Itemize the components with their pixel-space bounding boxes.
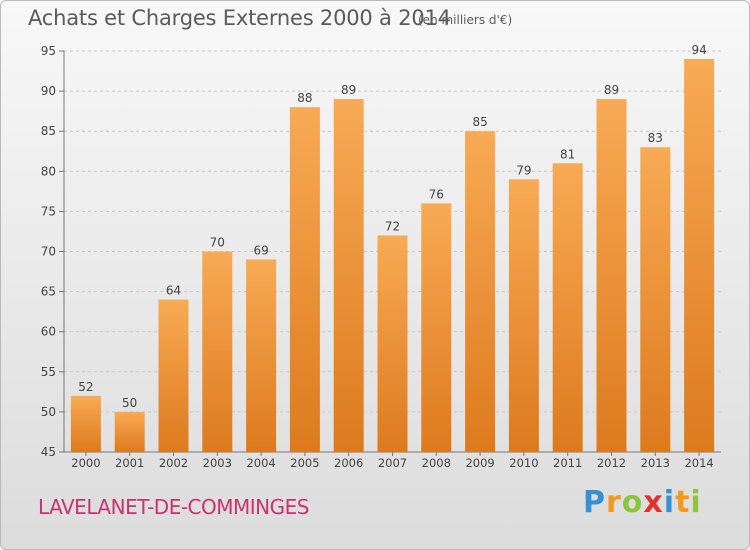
y-tick-label: 45	[41, 445, 56, 459]
chart-title: Achats et Charges Externes 2000 à 2014	[28, 6, 451, 30]
bar	[246, 259, 277, 452]
logo-letter: r	[606, 485, 622, 520]
data-label: 79	[516, 163, 531, 177]
bar	[377, 235, 408, 452]
bar	[289, 107, 320, 452]
x-tick-label: 2000	[71, 456, 100, 470]
y-tick-label: 50	[41, 405, 56, 419]
bar	[421, 203, 452, 452]
proxiti-logo: Proxiti	[583, 485, 702, 520]
x-tick-label: 2003	[203, 456, 232, 470]
bar	[640, 147, 671, 453]
x-tick-label: 2007	[378, 456, 407, 470]
data-label: 69	[253, 244, 268, 258]
x-tick-label: 2002	[159, 456, 188, 470]
x-tick-label: 2011	[553, 456, 582, 470]
data-label: 76	[429, 187, 444, 201]
logo-letter: o	[621, 485, 644, 520]
y-tick-label: 80	[41, 164, 56, 178]
bar	[70, 395, 101, 452]
commune-name: LAVELANET-DE-COMMINGES	[38, 495, 309, 519]
x-tick-label: 2009	[465, 456, 494, 470]
x-tick-label: 2012	[597, 456, 626, 470]
bar	[465, 131, 496, 452]
data-label: 70	[210, 236, 225, 250]
logo-letter: i	[663, 485, 676, 520]
x-tick-label: 2008	[422, 456, 451, 470]
bar	[114, 411, 145, 452]
bar	[684, 59, 715, 453]
y-tick-label: 95	[41, 44, 56, 58]
x-tick-label: 2001	[115, 456, 144, 470]
data-label: 50	[122, 396, 137, 410]
x-tick-label: 2013	[641, 456, 670, 470]
bar	[202, 251, 233, 452]
y-tick-label: 60	[41, 325, 56, 339]
x-tick-label: 2010	[509, 456, 538, 470]
bar	[552, 163, 583, 452]
y-tick-label: 75	[41, 204, 56, 218]
logo-letter: x	[643, 485, 664, 520]
x-tick-label: 2005	[290, 456, 319, 470]
bar	[333, 99, 364, 453]
y-tick-label: 85	[41, 124, 56, 138]
data-label: 83	[648, 131, 663, 145]
data-label: 52	[78, 380, 93, 394]
x-tick-label: 2014	[684, 456, 713, 470]
bar	[596, 99, 627, 453]
bar	[508, 179, 539, 452]
chart-subtitle: (en milliers d'€)	[418, 13, 513, 27]
y-tick-label: 90	[41, 84, 56, 98]
data-label: 64	[166, 284, 181, 298]
data-label: 94	[691, 43, 706, 57]
x-tick-label: 2004	[246, 456, 275, 470]
data-label: 89	[604, 83, 619, 97]
y-tick-label: 65	[41, 285, 56, 299]
data-label: 85	[472, 115, 487, 129]
data-label: 81	[560, 147, 575, 161]
logo-letter: t	[675, 485, 691, 520]
data-label: 72	[385, 219, 400, 233]
x-tick-label: 2006	[334, 456, 363, 470]
y-tick-label: 55	[41, 365, 56, 379]
logo-letter: i	[690, 485, 702, 520]
logo-letter: P	[583, 485, 606, 520]
data-label: 89	[341, 83, 356, 97]
y-tick-label: 70	[41, 245, 56, 259]
data-label: 88	[297, 91, 312, 105]
bar	[158, 299, 189, 452]
